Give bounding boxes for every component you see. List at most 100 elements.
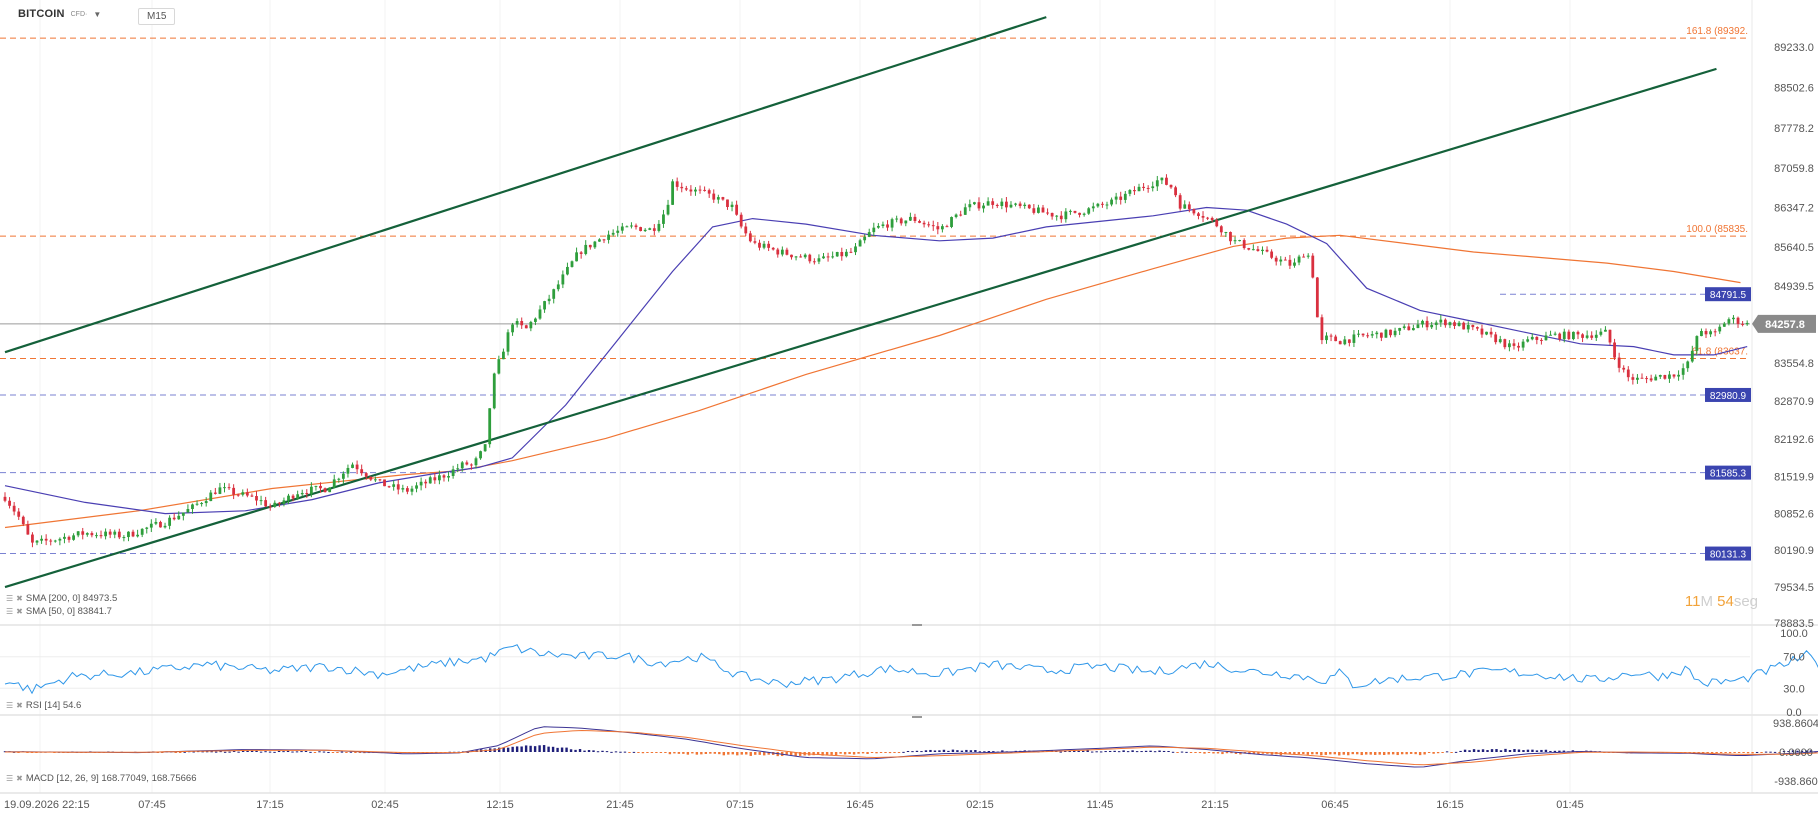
candle bbox=[186, 504, 190, 513]
macd-histogram-bar bbox=[354, 752, 357, 753]
symbol-dropdown-icon[interactable]: ▼ bbox=[93, 9, 102, 19]
candle bbox=[726, 199, 729, 210]
candle bbox=[1581, 333, 1584, 343]
candle-body bbox=[634, 225, 638, 228]
candle-body bbox=[1210, 217, 1214, 221]
candle-body bbox=[163, 525, 167, 528]
candle bbox=[1549, 330, 1552, 336]
candle bbox=[1251, 244, 1255, 251]
candle bbox=[488, 408, 492, 448]
macd-histogram-bar bbox=[1760, 752, 1763, 753]
candle-body bbox=[684, 188, 688, 190]
close-icon[interactable]: ✖ bbox=[16, 607, 23, 616]
candle-body bbox=[876, 225, 880, 228]
candle-body bbox=[497, 359, 501, 374]
countdown-seconds-unit: seg bbox=[1733, 593, 1758, 610]
candle-body bbox=[424, 481, 428, 484]
price-tick-label: 87778.2 bbox=[1774, 123, 1814, 135]
candle bbox=[511, 322, 514, 336]
candle bbox=[1503, 338, 1507, 350]
macd-histogram-bar bbox=[956, 750, 959, 752]
macd-histogram-bar bbox=[1167, 750, 1170, 752]
candle-body bbox=[1018, 203, 1022, 207]
candle bbox=[1037, 204, 1040, 214]
candle-body bbox=[1622, 367, 1626, 370]
settings-icon[interactable]: ☰ bbox=[6, 701, 14, 710]
candle-body bbox=[328, 487, 332, 493]
candle-body bbox=[1457, 322, 1461, 326]
macd-histogram-bar bbox=[1140, 751, 1143, 753]
candle bbox=[758, 239, 761, 251]
candle-body bbox=[762, 243, 766, 248]
candle bbox=[547, 294, 551, 305]
candle bbox=[506, 329, 510, 356]
settings-icon[interactable]: ☰ bbox=[6, 607, 14, 616]
macd-histogram-bar bbox=[870, 752, 874, 753]
candle-body bbox=[1453, 322, 1456, 326]
macd-histogram-bar bbox=[965, 749, 968, 752]
macd-histogram-bar bbox=[879, 752, 883, 753]
macd-histogram-bar bbox=[1356, 752, 1359, 755]
candle bbox=[323, 487, 327, 493]
candle-body bbox=[556, 284, 560, 290]
candle bbox=[483, 444, 487, 452]
candle bbox=[1713, 328, 1717, 337]
candle bbox=[940, 224, 944, 233]
macd-histogram-bar bbox=[1351, 752, 1354, 755]
candle bbox=[76, 531, 80, 538]
trend-line bbox=[4, 67, 1717, 589]
macd-histogram-bar bbox=[1176, 752, 1179, 753]
symbol-name[interactable]: BITCOIN bbox=[18, 8, 65, 20]
macd-histogram-bar bbox=[542, 745, 546, 752]
candle-body bbox=[49, 540, 53, 542]
candle bbox=[662, 209, 665, 228]
candle-body bbox=[652, 228, 656, 231]
macd-histogram-bar bbox=[610, 751, 613, 753]
close-icon[interactable]: ✖ bbox=[16, 594, 23, 603]
settings-icon[interactable]: ☰ bbox=[6, 774, 14, 783]
macd-histogram-bar bbox=[1414, 752, 1417, 755]
candle-body bbox=[1338, 341, 1342, 345]
price-tick-label: 85640.5 bbox=[1774, 242, 1814, 254]
candle bbox=[556, 280, 560, 292]
candle-body bbox=[1160, 177, 1164, 181]
settings-icon[interactable]: ☰ bbox=[6, 594, 14, 603]
candle-body bbox=[296, 494, 300, 499]
candle bbox=[1704, 328, 1708, 339]
candle-body bbox=[1023, 204, 1027, 207]
candle bbox=[1069, 209, 1072, 215]
macd-histogram-bar bbox=[219, 751, 222, 753]
candle bbox=[1302, 253, 1306, 258]
candle-body bbox=[447, 476, 450, 478]
candle bbox=[1325, 332, 1328, 344]
timeframe-selector[interactable]: M15 bbox=[138, 8, 176, 25]
candle-body bbox=[1110, 199, 1113, 205]
close-icon[interactable]: ✖ bbox=[16, 774, 23, 783]
price-tick-label: 80852.6 bbox=[1774, 508, 1814, 520]
candle-body bbox=[785, 249, 789, 255]
candle-body bbox=[117, 531, 121, 538]
candle-body bbox=[451, 469, 455, 477]
candle-body bbox=[309, 486, 313, 494]
countdown-seconds: 54 bbox=[1717, 593, 1734, 610]
candle-body bbox=[442, 475, 446, 478]
candle-body bbox=[113, 531, 117, 535]
candle bbox=[1480, 324, 1484, 338]
candle bbox=[1137, 183, 1141, 192]
candle bbox=[854, 243, 857, 256]
candle-body bbox=[730, 204, 734, 207]
candle bbox=[268, 503, 272, 511]
time-tick-label: 17:15 bbox=[256, 799, 284, 811]
candle-body bbox=[81, 531, 85, 535]
candle bbox=[799, 254, 803, 258]
candle-body bbox=[122, 537, 126, 539]
close-icon[interactable]: ✖ bbox=[16, 701, 23, 710]
candle bbox=[776, 247, 780, 258]
candle-body bbox=[405, 488, 409, 492]
macd-histogram-bar bbox=[1225, 752, 1229, 754]
macd-histogram-bar bbox=[1791, 750, 1795, 752]
candle-body bbox=[831, 256, 835, 258]
candle-body bbox=[1402, 326, 1406, 329]
macd-histogram-bar bbox=[1773, 751, 1777, 753]
